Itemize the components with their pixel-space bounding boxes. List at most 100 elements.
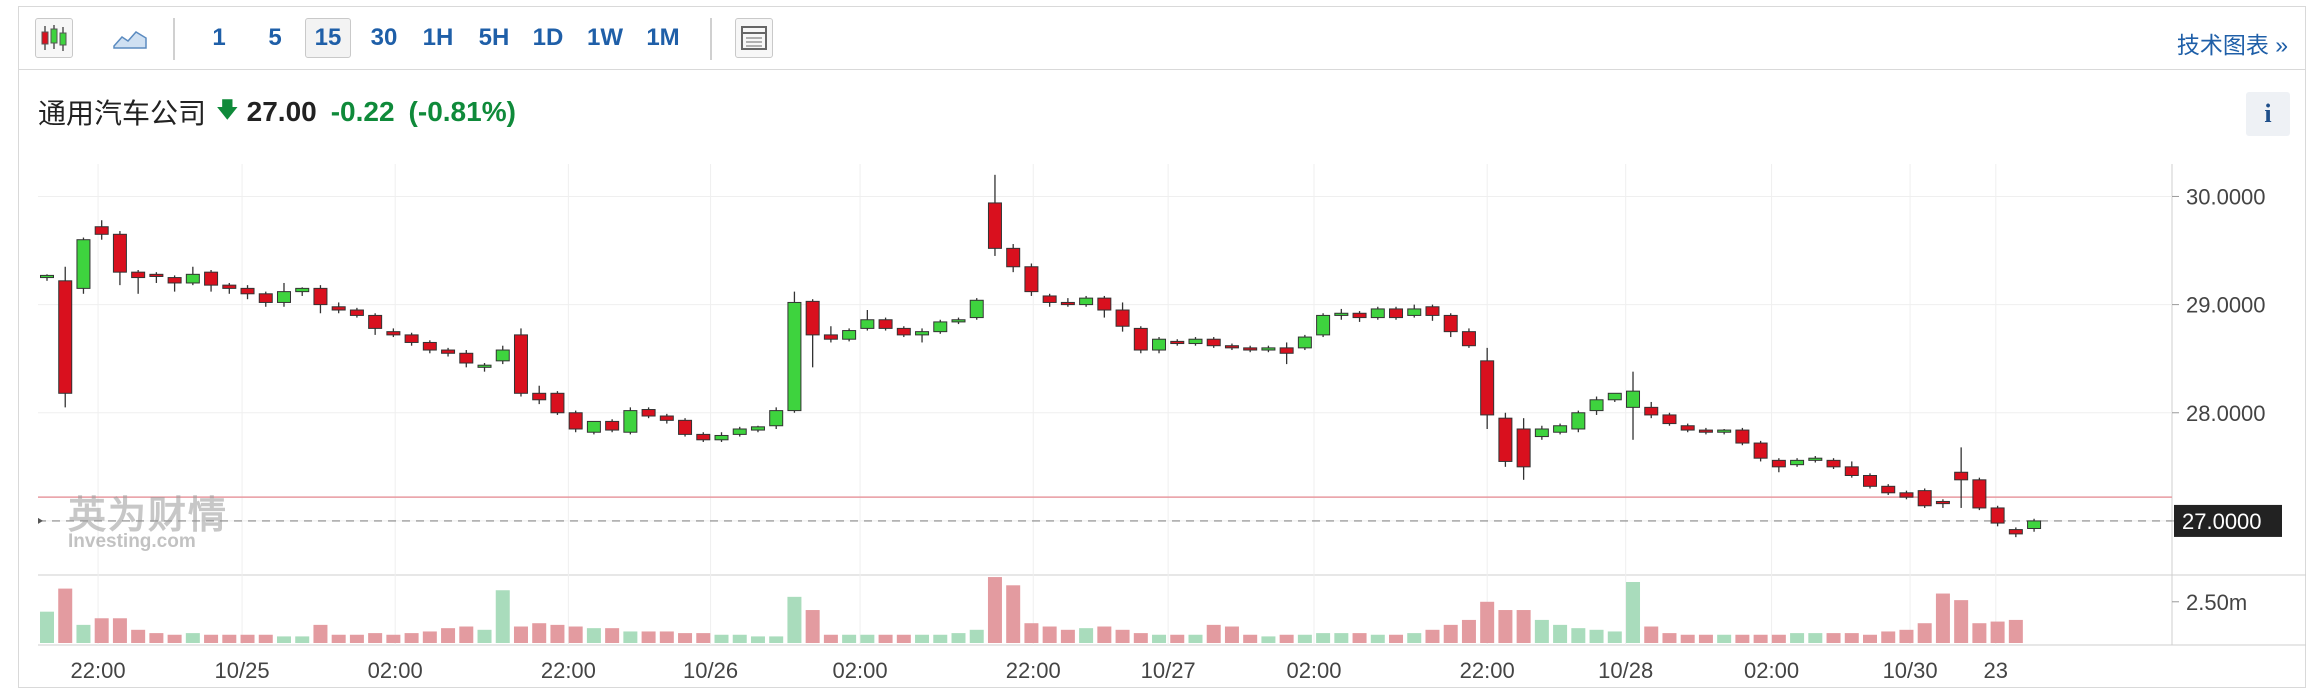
volume-bar [568, 626, 583, 643]
x-tick-label: 10/25 [215, 658, 270, 683]
volume-bar [750, 636, 765, 643]
volume-bar [404, 633, 419, 643]
candle-body [495, 349, 510, 362]
volume-bar [1917, 623, 1932, 643]
current-price-badge [2174, 504, 2282, 537]
candle-body [1407, 308, 1422, 316]
volume-bar [368, 633, 383, 643]
candle-body [368, 314, 383, 329]
volume-bar [1316, 633, 1331, 643]
volume-bar [1115, 629, 1130, 643]
price-change: -0.22 [330, 96, 395, 127]
toolbar-separator [710, 18, 712, 60]
volume-bar [678, 633, 693, 643]
candle-body [459, 352, 474, 364]
candle-body [1042, 295, 1057, 303]
volume-bar [1717, 634, 1732, 643]
candle-body [167, 277, 182, 284]
volume-bar [1844, 633, 1859, 643]
area-chart-icon[interactable] [110, 18, 150, 58]
volume-bar [459, 626, 474, 643]
candlestick-icon[interactable] [35, 18, 73, 58]
volume-bar [878, 634, 893, 643]
volume-bar [696, 633, 711, 643]
volume-bar [167, 634, 182, 643]
volume-bar [1079, 628, 1094, 643]
volume-bar [40, 611, 54, 643]
volume-bar [1972, 623, 1987, 643]
volume-bar [386, 634, 401, 643]
candle-body [1553, 425, 1568, 433]
candle-body [1024, 266, 1039, 293]
candle-body [787, 301, 802, 412]
candle-body [1261, 347, 1276, 351]
candle-body [1206, 338, 1221, 347]
candle-body [1881, 485, 1896, 494]
volume-bar [1826, 633, 1841, 643]
volume-bar [94, 618, 109, 643]
candle-body [732, 428, 747, 435]
x-tick-label: 22:00 [1460, 658, 1515, 683]
candle-body [40, 274, 54, 279]
candle-body [1917, 490, 1932, 507]
volume-bar [1753, 634, 1768, 643]
candle-body [641, 409, 656, 417]
volume-bar [1352, 633, 1367, 643]
volume-bar [422, 631, 437, 643]
candle-body [623, 410, 638, 433]
interval-5[interactable]: 5 [268, 24, 282, 51]
candle-body [1644, 406, 1659, 416]
candle-body [1133, 327, 1148, 351]
table-icon[interactable] [735, 18, 773, 58]
candle-body [987, 202, 1002, 249]
volume-tick-label: 2.50m [2186, 590, 2247, 615]
volume-bar [1152, 634, 1167, 643]
interval-1[interactable]: 1 [212, 24, 226, 51]
volume-bar [1607, 631, 1622, 643]
volume-bar [258, 634, 273, 643]
volume-bar [58, 588, 73, 643]
volume-bar [1042, 626, 1057, 643]
candle-body [1498, 417, 1513, 462]
interval-1m[interactable]: 1M [646, 24, 680, 51]
volume-bar [1771, 634, 1786, 643]
interval-1d[interactable]: 1D [532, 24, 564, 51]
interval-15[interactable]: 15 [305, 18, 351, 58]
candle-body [1115, 309, 1130, 327]
volume-bar [1297, 634, 1312, 643]
interval-1w[interactable]: 1W [587, 24, 623, 51]
interval-30[interactable]: 30 [370, 24, 398, 51]
candle-body [1771, 459, 1786, 468]
candle-body [441, 349, 456, 354]
candle-body [1698, 429, 1713, 433]
candle-body [805, 300, 820, 336]
volume-bar [477, 629, 492, 643]
candle-body [1662, 414, 1677, 425]
volume-bar [1261, 636, 1276, 643]
technical-chart-link[interactable]: 技术图表 » [2176, 32, 2288, 58]
volume-bar [1443, 624, 1458, 643]
info-button[interactable]: i [2246, 92, 2290, 136]
volume-bar [842, 634, 857, 643]
volume-bar [495, 590, 510, 643]
volume-bar [1389, 634, 1404, 643]
candle-body [1826, 459, 1841, 468]
volume-bar [823, 634, 838, 643]
volume-bar [896, 634, 911, 643]
volume-bar [623, 631, 638, 643]
x-tick-label: 02:00 [368, 658, 423, 683]
volume-bar [1589, 629, 1604, 643]
candle-body [1589, 399, 1604, 412]
interval-1h[interactable]: 1H [422, 24, 454, 51]
candle-body [386, 331, 401, 336]
candle-body [659, 415, 674, 421]
volume-bar [1188, 634, 1203, 643]
volume-bar [1626, 582, 1641, 643]
candle-body [1844, 466, 1859, 476]
interval-5h[interactable]: 5H [478, 24, 510, 51]
volume-bar [1206, 624, 1221, 643]
candle-body [349, 309, 364, 316]
volume-bar [513, 626, 528, 643]
candle-body [513, 334, 528, 394]
candle-body [331, 306, 346, 311]
